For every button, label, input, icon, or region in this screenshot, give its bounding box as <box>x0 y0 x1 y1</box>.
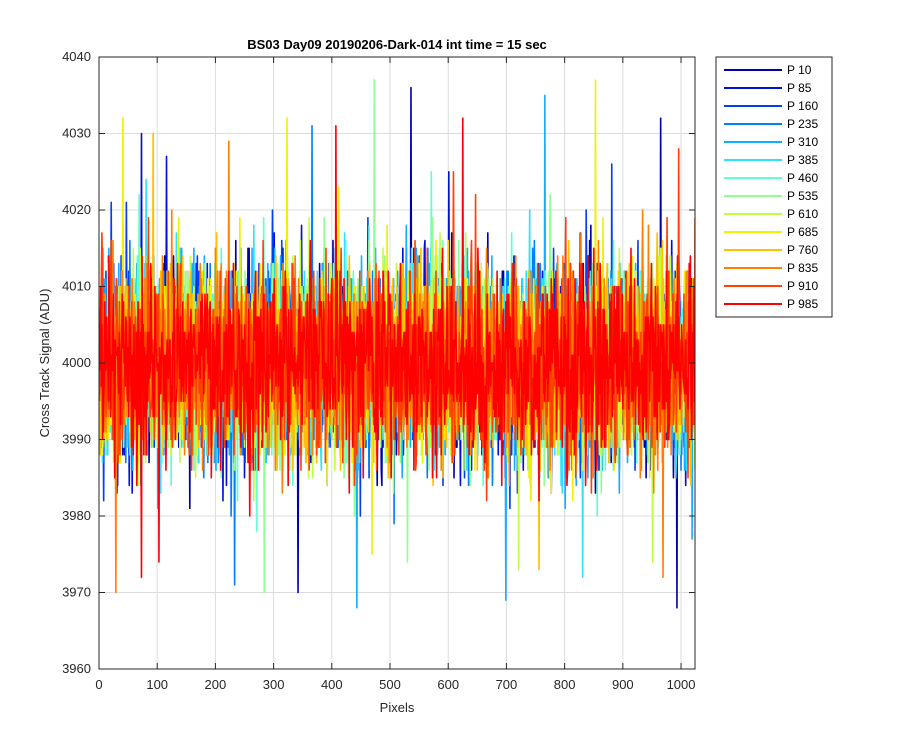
x-tick-label: 500 <box>379 677 401 692</box>
legend-entry: P 160 <box>787 99 818 113</box>
x-tick-label: 900 <box>612 677 634 692</box>
y-tick-label: 3990 <box>62 432 91 447</box>
x-axis-label: Pixels <box>380 700 415 715</box>
chart-title: BS03 Day09 20190206-Dark-014 int time = … <box>247 37 547 52</box>
legend-entry: P 235 <box>787 117 818 131</box>
y-axis-label: Cross Track Signal (ADU) <box>37 289 52 438</box>
x-tick-label: 600 <box>437 677 459 692</box>
y-tick-label: 3960 <box>62 661 91 676</box>
y-tick-label: 4010 <box>62 279 91 294</box>
y-tick-label: 3970 <box>62 585 91 600</box>
legend-entry: P 985 <box>787 297 818 311</box>
legend: P 10 P 85 P 160 P 235 P 310 P 385 P 460 P 535 P … <box>715 56 833 318</box>
series-lines <box>99 79 695 609</box>
y-tick-label: 4030 <box>62 126 91 141</box>
x-tick-label: 400 <box>321 677 343 692</box>
y-axis-ticks: 3960 3970 3980 3990 4000 4010 4020 4030 4040 <box>62 49 695 676</box>
x-tick-label: 0 <box>95 677 102 692</box>
legend-entry: P 835 <box>787 261 818 275</box>
y-tick-label: 4000 <box>62 355 91 370</box>
x-tick-label: 800 <box>554 677 576 692</box>
legend-entry: P 10 <box>787 63 812 77</box>
y-tick-label: 4020 <box>62 202 91 217</box>
legend-entry: P 685 <box>787 225 818 239</box>
x-axis-ticks: 0 100 200 300 400 500 600 700 800 900 1000 <box>95 57 695 692</box>
legend-entry: P 310 <box>787 135 818 149</box>
legend-entry: P 760 <box>787 243 818 257</box>
y-tick-label: 3980 <box>62 508 91 523</box>
series-line <box>99 117 695 578</box>
x-tick-label: 100 <box>146 677 168 692</box>
legend-entry: P 385 <box>787 153 818 167</box>
legend-entry: P 85 <box>787 81 812 95</box>
x-tick-label: 700 <box>496 677 518 692</box>
legend-entry: P 460 <box>787 171 818 185</box>
legend-entry: P 535 <box>787 189 818 203</box>
x-tick-label: 300 <box>263 677 285 692</box>
legend-entry: P 910 <box>787 279 818 293</box>
legend-box <box>715 56 833 318</box>
y-tick-label: 4040 <box>62 49 91 64</box>
legend-entry: P 610 <box>787 207 818 221</box>
x-tick-label: 200 <box>205 677 227 692</box>
x-tick-label: 1000 <box>667 677 696 692</box>
